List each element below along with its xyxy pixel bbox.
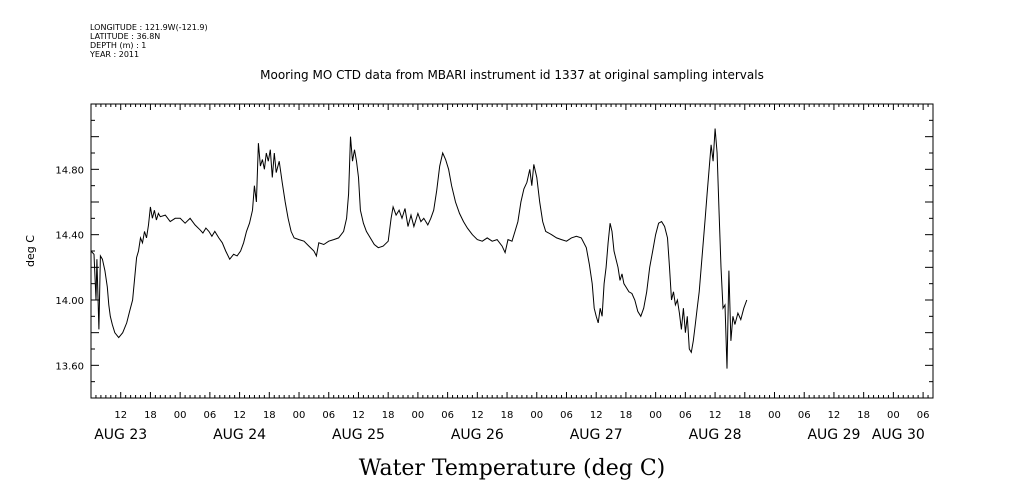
x-tick-label: 18 (144, 410, 157, 421)
x-tick-label: 06 (204, 410, 217, 421)
x-tick-label: 00 (530, 410, 543, 421)
x-tick-label: 06 (560, 410, 573, 421)
x-tick-label: 12 (709, 410, 722, 421)
x-tick-label: 06 (322, 410, 335, 421)
x-tick-label: 00 (887, 410, 900, 421)
x-tick-label: 06 (917, 410, 930, 421)
x-tick-label: 06 (798, 410, 811, 421)
x-tick-label: 18 (501, 410, 514, 421)
x-tick-label: 12 (114, 410, 127, 421)
y-tick-label: 14.40 (55, 231, 84, 242)
x-tick-labels: 12 18 00 06 12 18 00 06 12 18 00 06 12 18 00 06 12 18 00 06… (114, 410, 929, 421)
x-tick-label: 06 (679, 410, 692, 421)
x-tick-label: 18 (738, 410, 751, 421)
x-tick-label: 00 (649, 410, 662, 421)
x-date-label: AUG 29 (807, 427, 860, 443)
x-tick-label: 12 (352, 410, 365, 421)
x-tick-label: 00 (293, 410, 306, 421)
x-tick-label: 18 (620, 410, 633, 421)
x-tick-label: 12 (233, 410, 246, 421)
x-tick-label: 00 (768, 410, 781, 421)
chart-title: Mooring MO CTD data from MBARI instrumen… (260, 68, 764, 82)
x-date-label: AUG 25 (332, 427, 385, 443)
metadata-block: LONGITUDE : 121.9W(-121.9) LATITUDE : 36… (89, 23, 208, 59)
meta-year: YEAR : 2011 (89, 50, 139, 59)
x-tick-label: 06 (441, 410, 454, 421)
x-date-label: AUG 27 (570, 427, 623, 443)
y-tick-labels: 13.60 14.00 14.40 14.80 (55, 165, 84, 372)
x-tick-label: 18 (857, 410, 870, 421)
x-tick-label: 18 (263, 410, 276, 421)
y-axis-label: deg C (24, 235, 37, 267)
meta-depth: DEPTH (m) : 1 (90, 41, 146, 50)
axis-ticks (90, 103, 934, 399)
x-date-label: AUG 26 (451, 427, 504, 443)
x-date-label: AUG 24 (213, 427, 266, 443)
y-tick-label: 14.00 (55, 296, 84, 307)
y-tick-label: 14.80 (55, 165, 84, 176)
x-tick-label: 12 (828, 410, 841, 421)
x-date-labels: AUG 23 AUG 24 AUG 25 AUG 26 AUG 27 AUG 28 AUG … (94, 427, 925, 443)
series-line-water-temperature (90, 128, 748, 369)
meta-latitude: LATITUDE : 36.8N (90, 32, 160, 41)
x-date-label: AUG 23 (94, 427, 147, 443)
x-tick-label: 00 (412, 410, 425, 421)
meta-longitude: LONGITUDE : 121.9W(-121.9) (90, 23, 208, 32)
x-tick-label: 12 (590, 410, 603, 421)
x-date-label: AUG 28 (689, 427, 742, 443)
x-tick-label: 00 (174, 410, 187, 421)
x-tick-label: 18 (382, 410, 395, 421)
x-tick-label: 12 (471, 410, 484, 421)
x-date-label: AUG 30 (872, 427, 925, 443)
y-tick-label: 13.60 (55, 361, 84, 372)
plot-frame (90, 103, 934, 399)
x-axis-label: Water Temperature (deg C) (359, 456, 666, 481)
